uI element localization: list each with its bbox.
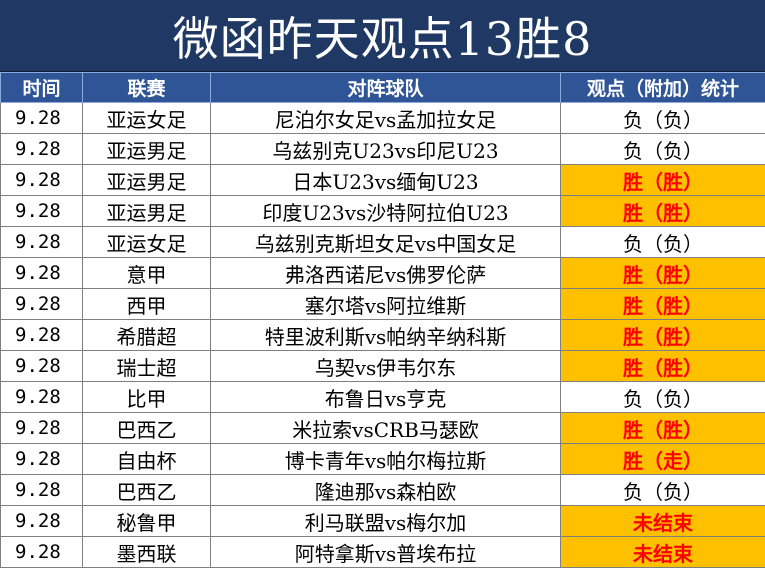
table-header-row: 时间 联赛 对阵球队 观点（附加）统计 — [0, 72, 765, 103]
league-cell: 亚运男足 — [82, 133, 211, 165]
result-cell: 胜（胜） — [560, 319, 765, 351]
results-table: 时间 联赛 对阵球队 观点（附加）统计 9.28 亚运女足 尼泊尔女足vs孟加拉女足… — [0, 72, 765, 568]
league-cell: 意甲 — [82, 257, 211, 289]
table-row: 9.28 亚运女足 乌兹别克斯坦女足vs中国女足 负（负） — [0, 226, 765, 258]
league-cell: 亚运男足 — [82, 164, 211, 196]
match-cell: 乌兹别克U23vs印尼U23 — [210, 133, 561, 165]
table-row: 9.28 亚运女足 尼泊尔女足vs孟加拉女足 负（负） — [0, 102, 765, 134]
result-cell: 负（负） — [560, 474, 765, 506]
match-cell: 乌契vs伊韦尔东 — [210, 350, 561, 382]
date-cell: 9.28 — [0, 443, 83, 475]
table-row: 9.28 巴西乙 隆迪那vs森柏欧 负（负） — [0, 474, 765, 506]
league-cell: 墨西联 — [82, 536, 211, 568]
date-cell: 9.28 — [0, 257, 83, 289]
result-cell: 胜（胜） — [560, 195, 765, 227]
date-cell: 9.28 — [0, 381, 83, 413]
date-cell: 9.28 — [0, 505, 83, 537]
table-row: 9.28 亚运男足 印度U23vs沙特阿拉伯U23 胜（胜） — [0, 195, 765, 227]
league-cell: 亚运女足 — [82, 226, 211, 258]
column-header-date: 时间 — [0, 72, 83, 103]
table-row: 9.28 希腊超 特里波利斯vs帕纳辛纳科斯 胜（胜） — [0, 319, 765, 351]
match-cell: 布鲁日vs亨克 — [210, 381, 561, 413]
result-cell: 胜（走） — [560, 443, 765, 475]
table-row: 9.28 意甲 弗洛西诺尼vs佛罗伦萨 胜（胜） — [0, 257, 765, 289]
column-header-league: 联赛 — [82, 72, 211, 103]
result-cell: 负（负） — [560, 226, 765, 258]
match-cell: 隆迪那vs森柏欧 — [210, 474, 561, 506]
match-cell: 米拉索vsCRB马瑟欧 — [210, 412, 561, 444]
column-header-result: 观点（附加）统计 — [560, 72, 765, 103]
date-cell: 9.28 — [0, 102, 83, 134]
table-row: 9.28 秘鲁甲 利马联盟vs梅尔加 未结束 — [0, 505, 765, 537]
result-cell: 负（负） — [560, 381, 765, 413]
match-cell: 印度U23vs沙特阿拉伯U23 — [210, 195, 561, 227]
league-cell: 瑞士超 — [82, 350, 211, 382]
date-cell: 9.28 — [0, 195, 83, 227]
date-cell: 9.28 — [0, 226, 83, 258]
table-row: 9.28 自由杯 博卡青年vs帕尔梅拉斯 胜（走） — [0, 443, 765, 475]
result-cell: 胜（胜） — [560, 412, 765, 444]
league-cell: 西甲 — [82, 288, 211, 320]
date-cell: 9.28 — [0, 350, 83, 382]
result-cell: 负（负） — [560, 102, 765, 134]
table-row: 9.28 西甲 塞尔塔vs阿拉维斯 胜（胜） — [0, 288, 765, 320]
match-cell: 阿特拿斯vs普埃布拉 — [210, 536, 561, 568]
league-cell: 希腊超 — [82, 319, 211, 351]
match-cell: 塞尔塔vs阿拉维斯 — [210, 288, 561, 320]
match-cell: 尼泊尔女足vs孟加拉女足 — [210, 102, 561, 134]
league-cell: 亚运女足 — [82, 102, 211, 134]
result-cell: 胜（胜） — [560, 257, 765, 289]
table-row: 9.28 比甲 布鲁日vs亨克 负（负） — [0, 381, 765, 413]
league-cell: 比甲 — [82, 381, 211, 413]
league-cell: 亚运男足 — [82, 195, 211, 227]
table-row: 9.28 亚运男足 乌兹别克U23vs印尼U23 负（负） — [0, 133, 765, 165]
date-cell: 9.28 — [0, 288, 83, 320]
league-cell: 巴西乙 — [82, 412, 211, 444]
result-cell: 未结束 — [560, 505, 765, 537]
column-header-match: 对阵球队 — [210, 72, 561, 103]
date-cell: 9.28 — [0, 133, 83, 165]
league-cell: 自由杯 — [82, 443, 211, 475]
table-body: 9.28 亚运女足 尼泊尔女足vs孟加拉女足 负（负） 9.28 亚运男足 乌兹别克U23v… — [0, 102, 765, 568]
result-cell: 胜（胜） — [560, 350, 765, 382]
result-cell: 未结束 — [560, 536, 765, 568]
result-cell: 负（负） — [560, 133, 765, 165]
table-row: 9.28 瑞士超 乌契vs伊韦尔东 胜（胜） — [0, 350, 765, 382]
table-row: 9.28 巴西乙 米拉索vsCRB马瑟欧 胜（胜） — [0, 412, 765, 444]
date-cell: 9.28 — [0, 474, 83, 506]
match-cell: 博卡青年vs帕尔梅拉斯 — [210, 443, 561, 475]
table-row: 9.28 墨西联 阿特拿斯vs普埃布拉 未结束 — [0, 536, 765, 568]
date-cell: 9.28 — [0, 319, 83, 351]
date-cell: 9.28 — [0, 412, 83, 444]
match-cell: 利马联盟vs梅尔加 — [210, 505, 561, 537]
table-row: 9.28 亚运男足 日本U23vs缅甸U23 胜（胜） — [0, 164, 765, 196]
result-cell: 胜（胜） — [560, 288, 765, 320]
match-cell: 乌兹别克斯坦女足vs中国女足 — [210, 226, 561, 258]
page-title: 微函昨天观点13胜8 — [0, 0, 765, 72]
match-cell: 弗洛西诺尼vs佛罗伦萨 — [210, 257, 561, 289]
result-cell: 胜（胜） — [560, 164, 765, 196]
league-cell: 秘鲁甲 — [82, 505, 211, 537]
league-cell: 巴西乙 — [82, 474, 211, 506]
match-cell: 日本U23vs缅甸U23 — [210, 164, 561, 196]
match-cell: 特里波利斯vs帕纳辛纳科斯 — [210, 319, 561, 351]
date-cell: 9.28 — [0, 536, 83, 568]
date-cell: 9.28 — [0, 164, 83, 196]
